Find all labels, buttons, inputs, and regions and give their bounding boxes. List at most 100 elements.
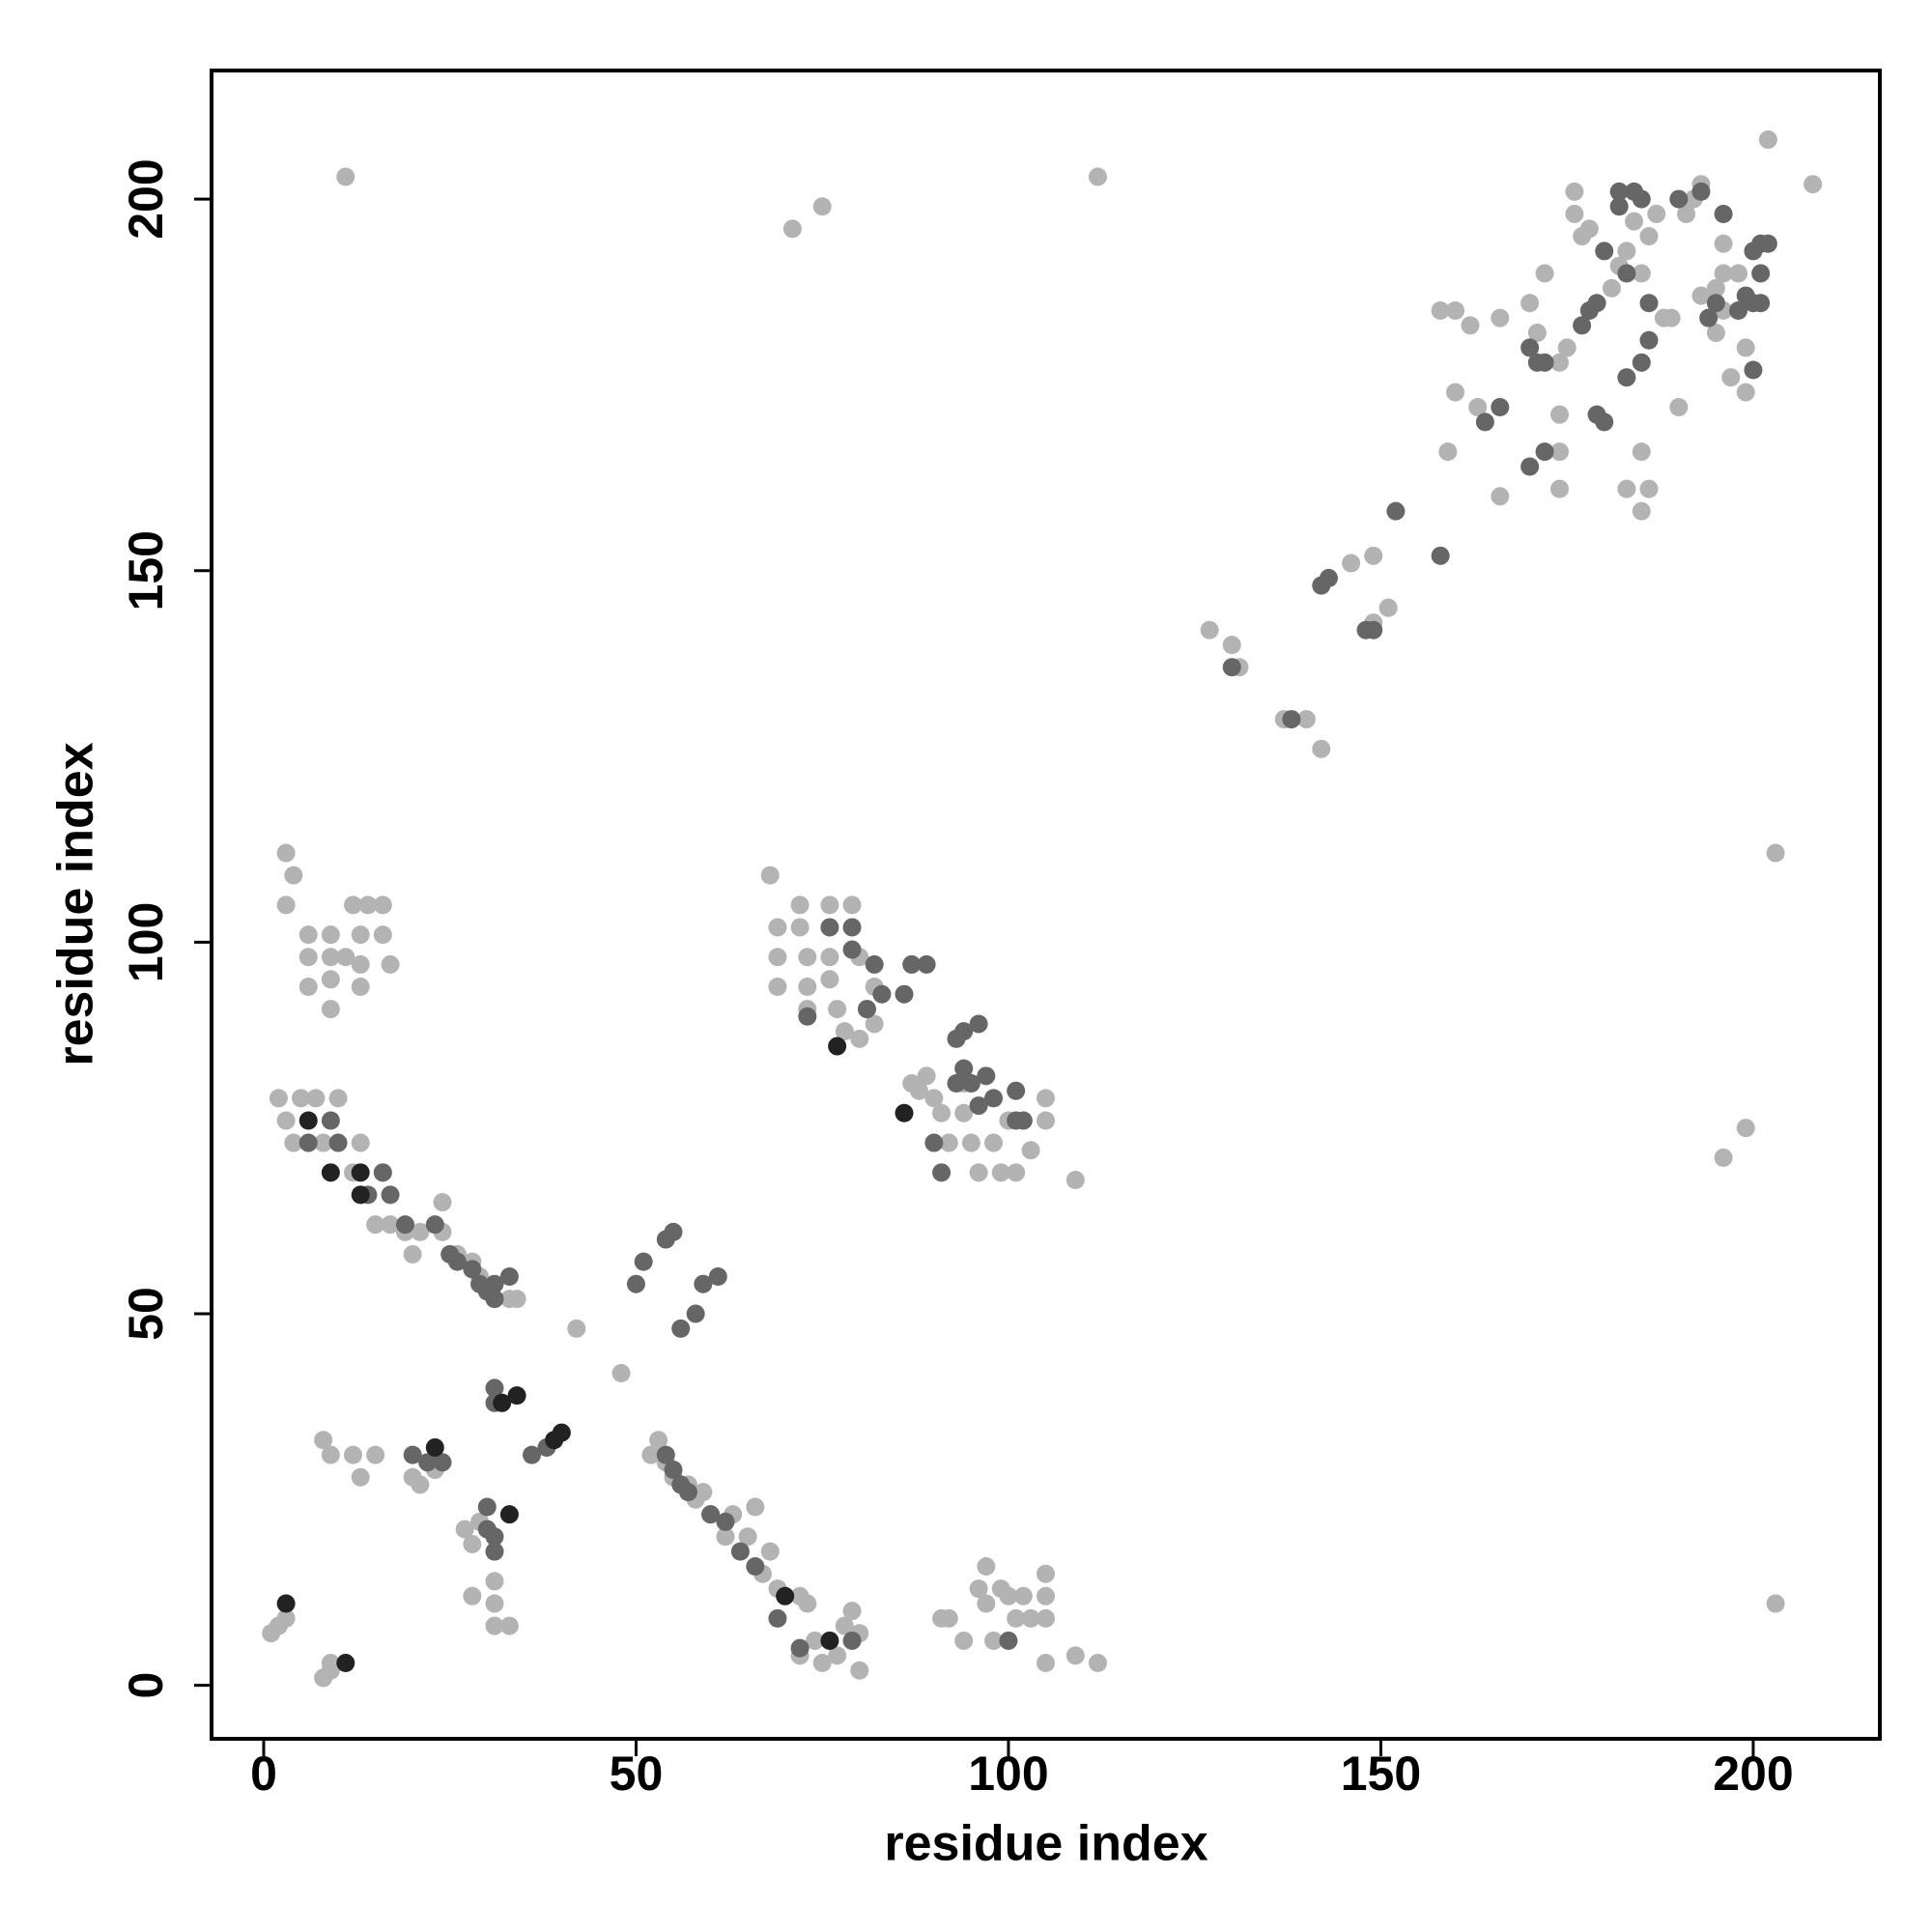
point [1446,300,1465,320]
point [336,1654,355,1673]
point [1475,412,1494,432]
point [499,1616,519,1635]
point [455,1520,474,1539]
x-axis-title: residue index [884,1816,1208,1872]
point [694,1483,713,1502]
point [954,1022,974,1041]
point [1491,487,1510,506]
point [671,1319,691,1338]
point [895,984,914,1004]
point [395,1215,414,1235]
point [463,1586,482,1605]
point [768,918,787,937]
point [932,1163,952,1182]
point [1431,300,1450,320]
point [351,1133,370,1152]
point [991,1163,1010,1182]
point [842,940,862,959]
point [314,1133,333,1152]
point [812,1654,832,1673]
point [850,1661,869,1680]
point [485,1378,504,1398]
point [351,925,370,945]
point [292,1089,311,1108]
point [1804,175,1823,194]
point [507,1386,526,1406]
point [828,1646,847,1665]
point [1736,383,1755,402]
point [738,1527,757,1547]
point [999,1586,1018,1605]
point [1639,294,1659,313]
point [842,918,862,937]
point [1617,479,1636,498]
point [485,1572,504,1591]
point [842,1602,862,1621]
point [664,1461,683,1480]
point [1520,457,1540,476]
point [1007,1608,1026,1628]
point [1557,338,1577,357]
point [336,948,355,967]
point [798,978,817,997]
x-tick-label: 200 [1713,1747,1793,1801]
point [1736,338,1755,357]
point [984,1631,1004,1650]
point [351,1185,370,1205]
point [932,1103,952,1122]
point [1520,294,1540,313]
point [447,1252,467,1271]
point [1319,568,1338,587]
point [1282,710,1301,729]
point [1617,368,1636,387]
point [552,1423,571,1442]
point [1706,294,1725,313]
point [1431,546,1450,565]
point [321,1163,340,1182]
point [954,1631,974,1650]
point [1222,636,1241,655]
point [708,1267,727,1287]
point [493,1393,512,1412]
point [977,1557,996,1577]
point [403,1445,422,1464]
point [977,1066,996,1086]
point [872,984,892,1004]
point [343,1445,362,1464]
point [977,1594,996,1613]
point [433,1453,452,1472]
point [298,925,318,945]
point [1520,338,1540,357]
point [298,1111,318,1130]
point [463,1260,482,1279]
point [523,1445,542,1464]
point [649,1431,668,1450]
point [969,1014,988,1034]
point [1222,658,1241,677]
point [820,918,839,937]
point [984,1133,1004,1152]
point [1573,316,1592,335]
point [1647,204,1666,223]
point [820,1631,839,1650]
point [485,1594,504,1613]
point [1706,278,1725,298]
point [828,1037,847,1056]
point [411,1222,430,1241]
point [1342,554,1361,573]
point [1312,739,1331,758]
point [1065,1171,1085,1190]
point [284,866,303,885]
point [1751,264,1771,283]
point [1758,130,1777,150]
point [1007,1081,1026,1100]
point [1037,1608,1055,1628]
point [1706,324,1725,343]
point [746,1557,765,1577]
point [1565,204,1584,223]
point [567,1319,586,1338]
point [463,1534,482,1553]
point [1037,1111,1055,1130]
point [1037,1089,1055,1108]
point [381,1215,400,1235]
